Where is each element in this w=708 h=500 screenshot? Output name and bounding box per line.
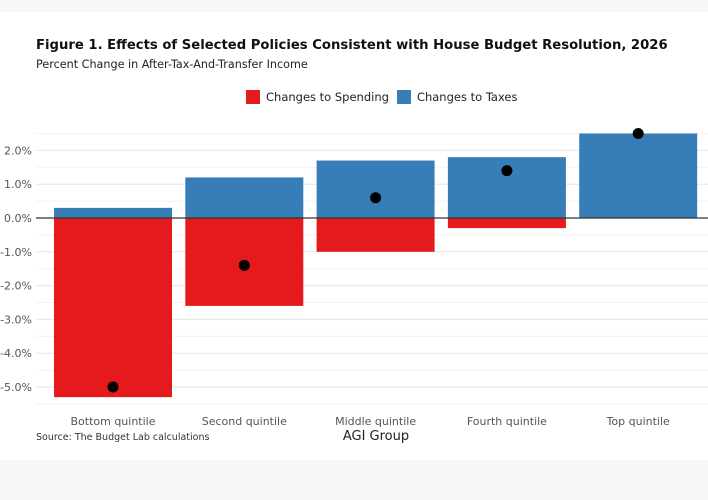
bar-spending [54,218,172,398]
legend-swatch-spending [246,90,260,104]
x-tick-label: Fourth quintile [467,415,547,428]
bar-taxes [316,160,435,218]
y-tick-label: 1.0% [4,178,32,191]
net-point [501,165,513,177]
x-tick-label: Top quintile [606,415,670,428]
y-tick-label: -3.0% [0,313,32,326]
y-tick-label: 0.0% [4,212,32,225]
bar-spending [447,218,566,229]
y-tick-label: -2.0% [0,280,32,293]
net-point [370,192,382,204]
legend-label-taxes: Changes to Taxes [416,90,518,104]
legend-swatch-taxes [396,90,411,104]
x-axis-title: AGI Group [343,429,409,444]
chart-subtitle: Percent Change in After-Tax-And-Transfer… [36,58,308,71]
net-point [632,128,644,139]
bar-taxes [54,207,172,218]
legend-item-spending: Changes to Spending [246,90,389,104]
bar-spending [316,218,435,252]
bar-taxes [185,177,304,218]
legend-label-spending: Changes to Spending [266,90,389,104]
legend-item-taxes: Changes to Taxes [396,90,518,104]
x-tick-label: Second quintile [202,415,287,428]
net-point [107,381,119,393]
source-note: Source: The Budget Lab calculations [36,432,210,443]
x-tick-label: Middle quintile [335,415,416,428]
y-tick-label: -5.0% [0,381,32,394]
y-tick-label: 2.0% [4,144,32,157]
net-point [238,259,250,271]
x-tick-label: Bottom quintile [70,415,155,428]
bar-taxes [579,133,698,218]
chart-legend: Changes to Spending Changes to Taxes [246,90,518,104]
y-tick-label: -1.0% [0,246,32,259]
chart-title: Figure 1. Effects of Selected Policies C… [36,38,668,53]
y-tick-label: -4.0% [0,347,32,360]
